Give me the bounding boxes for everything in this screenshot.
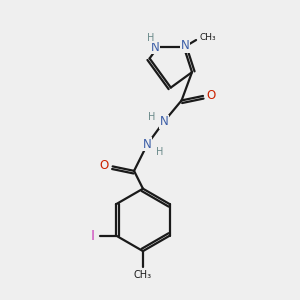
Text: N: N xyxy=(159,115,168,128)
Text: CH₃: CH₃ xyxy=(134,270,152,280)
Text: N: N xyxy=(151,41,160,54)
Text: N: N xyxy=(181,39,190,52)
Text: O: O xyxy=(207,89,216,102)
Text: H: H xyxy=(148,112,155,122)
Text: N: N xyxy=(143,138,152,151)
Text: H: H xyxy=(156,146,164,157)
Text: I: I xyxy=(91,229,95,242)
Text: O: O xyxy=(100,159,109,172)
Text: H: H xyxy=(148,33,155,43)
Text: CH₃: CH₃ xyxy=(199,33,216,42)
